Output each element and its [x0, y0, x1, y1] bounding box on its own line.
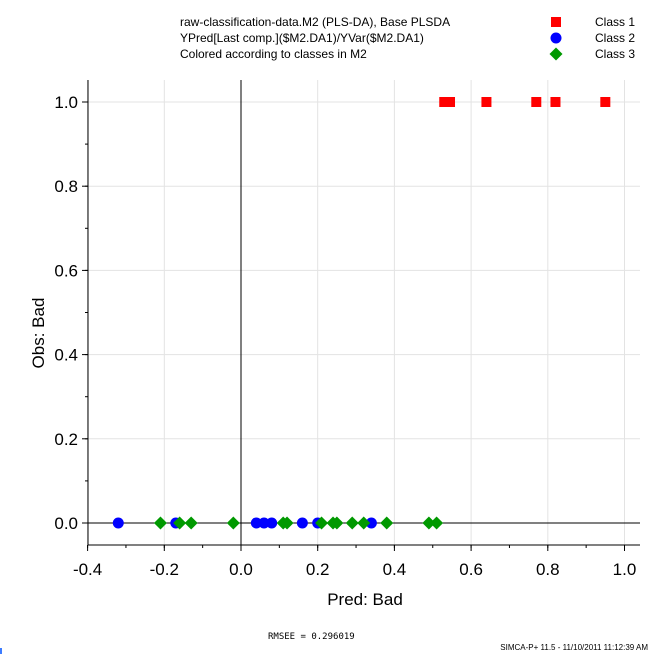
- y-tick-label: 0.0: [54, 514, 78, 533]
- class-3-point: [280, 516, 294, 530]
- class-3-point: [153, 516, 167, 530]
- class-3-point: [184, 516, 198, 530]
- y-tick-label: 1.0: [54, 93, 78, 112]
- x-tick-label: 0.0: [229, 560, 253, 579]
- class-1-point: [531, 97, 542, 107]
- class-3-point: [226, 516, 240, 530]
- class-1-point: [481, 97, 492, 107]
- class-3-legend-label: Class 3: [595, 47, 635, 61]
- class-1-legend-marker: [551, 17, 561, 27]
- class-1-point: [439, 97, 450, 107]
- class-1-point: [445, 97, 456, 107]
- class-1-legend-label: Class 1: [595, 15, 635, 29]
- x-tick-label: 0.8: [536, 560, 560, 579]
- y-tick-label: 0.8: [54, 177, 78, 196]
- class-2-point: [250, 517, 262, 529]
- class-3-point: [345, 516, 359, 530]
- chart-title-line3: Colored according to classes in M2: [180, 47, 367, 61]
- class-2-legend-label: Class 2: [595, 31, 635, 45]
- y-tick-label: 0.2: [54, 430, 78, 449]
- class-2-legend-marker: [550, 32, 562, 44]
- chart-title-line1: raw-classification-data.M2 (PLS-DA), Bas…: [180, 15, 451, 29]
- class-3-point: [380, 516, 394, 530]
- class-2-point: [365, 517, 377, 529]
- x-axis-label: Pred: Bad: [327, 590, 403, 609]
- rmsee-text: RMSEE = 0.296019: [268, 632, 355, 642]
- class-3-point: [315, 516, 329, 530]
- x-tick-label: -0.4: [73, 560, 102, 579]
- x-tick-label: -0.2: [150, 560, 179, 579]
- class-2-point: [112, 517, 124, 529]
- class-3-legend-marker: [549, 47, 563, 61]
- class-3-point: [173, 516, 187, 530]
- y-axis-label: Obs: Bad: [29, 297, 48, 369]
- class-2-point: [266, 517, 278, 529]
- class-2-point: [258, 517, 270, 529]
- chart-title-line2: YPred[Last comp.]($M2.DA1)/YVar($M2.DA1): [180, 31, 424, 45]
- y-tick-label: 0.4: [54, 346, 78, 365]
- class-3-point: [330, 516, 344, 530]
- software-footer: SIMCA-P+ 11.5 - 11/10/2011 11:12:39 AM: [500, 643, 648, 652]
- plot-area: [88, 80, 640, 545]
- class-3-point: [357, 516, 371, 530]
- class-1-point: [550, 97, 561, 107]
- x-tick-label: 0.4: [383, 560, 407, 579]
- x-tick-label: 0.2: [306, 560, 330, 579]
- class-3-point: [422, 516, 436, 530]
- class-3-point: [430, 516, 444, 530]
- y-tick-label: 0.6: [54, 261, 78, 280]
- class-1-point: [600, 97, 611, 107]
- class-2-point: [296, 517, 308, 529]
- x-tick-label: 1.0: [613, 560, 637, 579]
- x-tick-label: 0.6: [459, 560, 483, 579]
- corner-marker: [0, 648, 2, 654]
